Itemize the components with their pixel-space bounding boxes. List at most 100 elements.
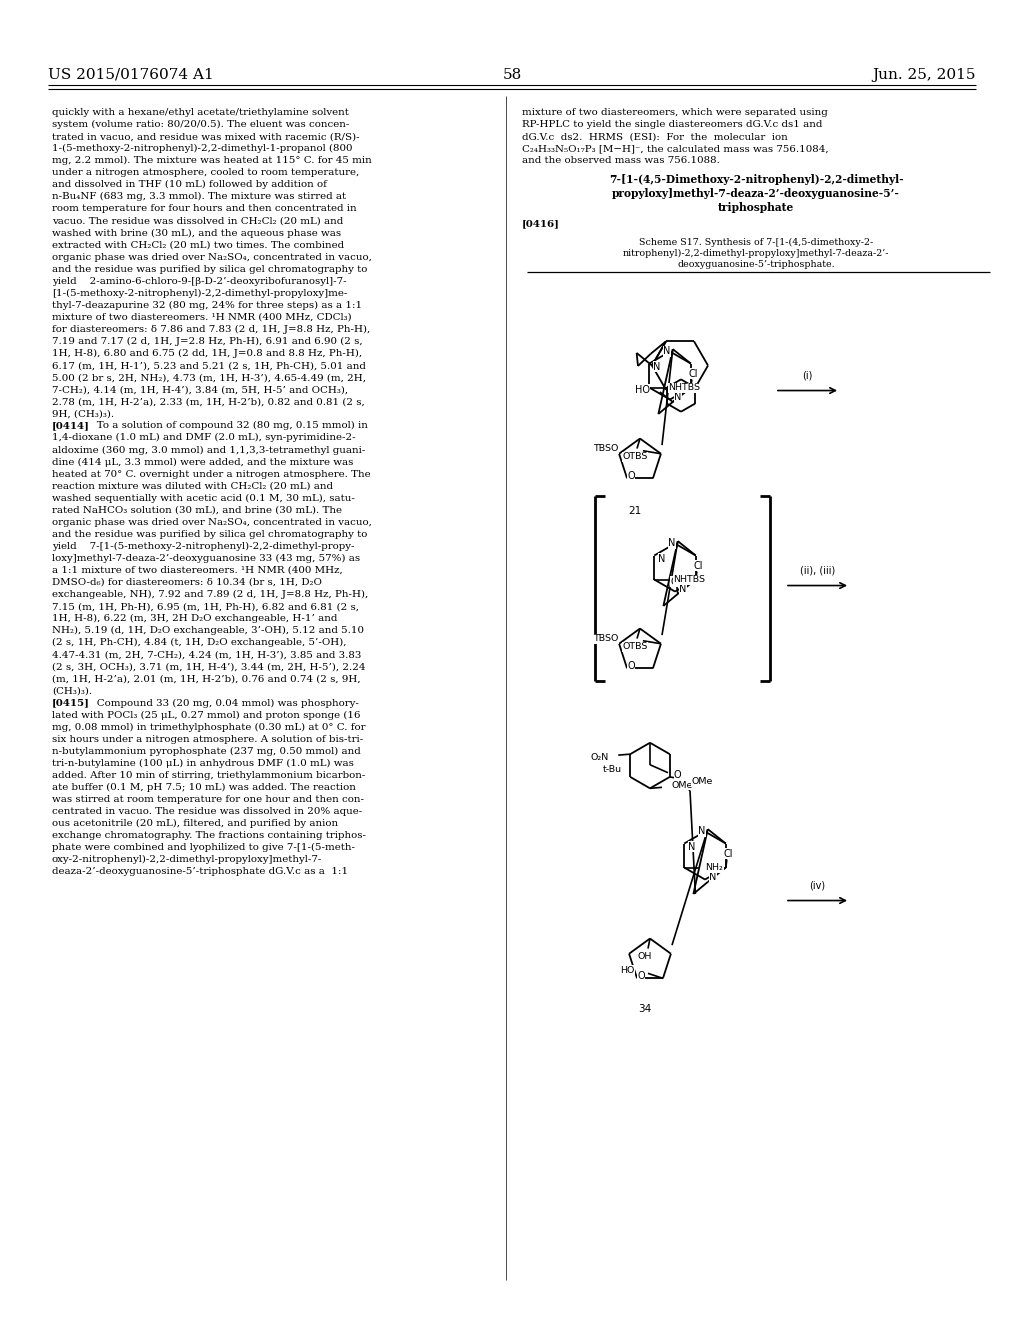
Text: 7-CH₂), 4.14 (m, 1H, H-4’), 3.84 (m, 5H, H-5’ and OCH₃),: 7-CH₂), 4.14 (m, 1H, H-4’), 3.84 (m, 5H,…: [52, 385, 348, 395]
Text: quickly with a hexane/ethyl acetate/triethylamine solvent: quickly with a hexane/ethyl acetate/trie…: [52, 108, 349, 117]
Text: Cl: Cl: [693, 561, 702, 570]
Text: oxy-2-nitrophenyl)-2,2-dimethyl-propyloxy]methyl-7-: oxy-2-nitrophenyl)-2,2-dimethyl-propylox…: [52, 855, 323, 865]
Text: N: N: [664, 346, 671, 356]
Text: 1,4-dioxane (1.0 mL) and DMF (2.0 mL), syn-pyrimidine-2-: 1,4-dioxane (1.0 mL) and DMF (2.0 mL), s…: [52, 433, 355, 442]
Text: Jun. 25, 2015: Jun. 25, 2015: [872, 69, 976, 82]
Text: O: O: [628, 661, 635, 672]
Text: and the observed mass was 756.1088.: and the observed mass was 756.1088.: [522, 156, 720, 165]
Text: exchange chromatography. The fractions containing triphos-: exchange chromatography. The fractions c…: [52, 832, 366, 840]
Text: N: N: [669, 539, 676, 548]
Text: Cl: Cl: [670, 577, 680, 587]
Text: extracted with CH₂Cl₂ (20 mL) two times. The combined: extracted with CH₂Cl₂ (20 mL) two times.…: [52, 240, 344, 249]
Text: n-Bu₄NF (683 mg, 3.3 mmol). The mixture was stirred at: n-Bu₄NF (683 mg, 3.3 mmol). The mixture …: [52, 193, 346, 202]
Text: triphosphate: triphosphate: [718, 202, 795, 213]
Text: exchangeable, NH), 7.92 and 7.89 (2 d, 1H, J=8.8 Hz, Ph-H),: exchangeable, NH), 7.92 and 7.89 (2 d, 1…: [52, 590, 369, 599]
Text: OMe: OMe: [692, 777, 713, 787]
Text: yield    7-[1-(5-methoxy-2-nitrophenyl)-2,2-dimethyl-propy-: yield 7-[1-(5-methoxy-2-nitrophenyl)-2,2…: [52, 541, 354, 550]
Text: dG.V.c  ds2.  HRMS  (ESI):  For  the  molecular  ion: dG.V.c ds2. HRMS (ESI): For the molecula…: [522, 132, 787, 141]
Text: ate buffer (0.1 M, pH 7.5; 10 mL) was added. The reaction: ate buffer (0.1 M, pH 7.5; 10 mL) was ad…: [52, 783, 356, 792]
Text: HO: HO: [635, 385, 650, 395]
Text: (CH₃)₃).: (CH₃)₃).: [52, 686, 92, 696]
Text: US 2015/0176074 A1: US 2015/0176074 A1: [48, 69, 214, 82]
Text: Scheme S17. Synthesis of 7-[1-(4,5-dimethoxy-2-: Scheme S17. Synthesis of 7-[1-(4,5-dimet…: [639, 238, 873, 247]
Text: for diastereomers: δ 7.86 and 7.83 (2 d, 1H, J=8.8 Hz, Ph-H),: for diastereomers: δ 7.86 and 7.83 (2 d,…: [52, 325, 371, 334]
Text: To a solution of compound 32 (80 mg, 0.15 mmol) in: To a solution of compound 32 (80 mg, 0.1…: [87, 421, 368, 430]
Text: thyl-7-deazapurine 32 (80 mg, 24% for three steps) as a 1:1: thyl-7-deazapurine 32 (80 mg, 24% for th…: [52, 301, 362, 310]
Text: O₂N: O₂N: [590, 752, 608, 762]
Text: deaza-2’-deoxyguanosine-5’-triphosphate dG.V.c as a  1:1: deaza-2’-deoxyguanosine-5’-triphosphate …: [52, 867, 348, 876]
Text: 34: 34: [638, 1003, 651, 1014]
Text: [0416]: [0416]: [522, 219, 560, 228]
Text: under a nitrogen atmosphere, cooled to room temperature,: under a nitrogen atmosphere, cooled to r…: [52, 168, 359, 177]
Text: 5.00 (2 br s, 2H, NH₂), 4.73 (m, 1H, H-3’), 4.65-4.49 (m, 2H,: 5.00 (2 br s, 2H, NH₂), 4.73 (m, 1H, H-3…: [52, 374, 366, 381]
Text: OMe: OMe: [672, 781, 693, 789]
Text: O: O: [628, 471, 635, 482]
Text: organic phase was dried over Na₂SO₄, concentrated in vacuo,: organic phase was dried over Na₂SO₄, con…: [52, 252, 372, 261]
Text: 21: 21: [629, 506, 642, 516]
Text: O: O: [637, 972, 645, 981]
Text: trated in vacuo, and residue was mixed with racemic (R/S)-: trated in vacuo, and residue was mixed w…: [52, 132, 359, 141]
Text: t-Bu: t-Bu: [603, 766, 622, 775]
Text: RP-HPLC to yield the single diastereomers dG.V.c ds1 and: RP-HPLC to yield the single diastereomer…: [522, 120, 822, 129]
Text: 2.78 (m, 1H, H-2’a), 2.33 (m, 1H, H-2’b), 0.82 and 0.81 (2 s,: 2.78 (m, 1H, H-2’a), 2.33 (m, 1H, H-2’b)…: [52, 397, 365, 407]
Text: rated NaHCO₃ solution (30 mL), and brine (30 mL). The: rated NaHCO₃ solution (30 mL), and brine…: [52, 506, 342, 515]
Text: washed sequentially with acetic acid (0.1 M, 30 mL), satu-: washed sequentially with acetic acid (0.…: [52, 494, 355, 503]
Text: deoxyguanosine-5’-triphosphate.: deoxyguanosine-5’-triphosphate.: [677, 260, 835, 268]
Text: OTBS: OTBS: [623, 451, 648, 461]
Text: (iv): (iv): [809, 880, 825, 891]
Text: TBSO: TBSO: [594, 634, 618, 643]
Text: nitrophenyl)-2,2-dimethyl-propyloxy]methyl-7-deaza-2’-: nitrophenyl)-2,2-dimethyl-propyloxy]meth…: [623, 248, 889, 257]
Text: 58: 58: [503, 69, 521, 82]
Text: N: N: [679, 583, 686, 594]
Text: vacuo. The residue was dissolved in CH₂Cl₂ (20 mL) and: vacuo. The residue was dissolved in CH₂C…: [52, 216, 343, 226]
Text: 9H, (CH₃)₃).: 9H, (CH₃)₃).: [52, 409, 114, 418]
Text: 7.15 (m, 1H, Ph-H), 6.95 (m, 1H, Ph-H), 6.82 and 6.81 (2 s,: 7.15 (m, 1H, Ph-H), 6.95 (m, 1H, Ph-H), …: [52, 602, 359, 611]
Text: C₂₄H₃₃N₅O₁₇P₃ [M−H]⁻, the calculated mass was 756.1084,: C₂₄H₃₃N₅O₁₇P₃ [M−H]⁻, the calculated mas…: [522, 144, 828, 153]
Text: (2 s, 1H, Ph-CH), 4.84 (t, 1H, D₂O exchangeable, 5’-OH),: (2 s, 1H, Ph-CH), 4.84 (t, 1H, D₂O excha…: [52, 638, 346, 647]
Text: N: N: [658, 553, 666, 564]
Text: NHTBS: NHTBS: [673, 576, 706, 583]
Text: aldoxime (360 mg, 3.0 mmol) and 1,1,3,3-tetramethyl guani-: aldoxime (360 mg, 3.0 mmol) and 1,1,3,3-…: [52, 445, 366, 454]
Text: propyloxy]methyl-7-deaza-2’-deoxyguanosine-5’-: propyloxy]methyl-7-deaza-2’-deoxyguanosi…: [612, 189, 900, 199]
Text: added. After 10 min of stirring, triethylammonium bicarbon-: added. After 10 min of stirring, triethy…: [52, 771, 366, 780]
Text: 1H, H-8), 6.80 and 6.75 (2 dd, 1H, J=0.8 and 8.8 Hz, Ph-H),: 1H, H-8), 6.80 and 6.75 (2 dd, 1H, J=0.8…: [52, 348, 362, 358]
Text: 7-[1-(4,5-Dimethoxy-2-nitrophenyl)-2,2-dimethyl-: 7-[1-(4,5-Dimethoxy-2-nitrophenyl)-2,2-d…: [608, 174, 903, 185]
Text: (m, 1H, H-2’a), 2.01 (m, 1H, H-2’b), 0.76 and 0.74 (2 s, 9H,: (m, 1H, H-2’a), 2.01 (m, 1H, H-2’b), 0.7…: [52, 675, 360, 684]
Text: Cl: Cl: [688, 368, 697, 379]
Text: organic phase was dried over Na₂SO₄, concentrated in vacuo,: organic phase was dried over Na₂SO₄, con…: [52, 517, 372, 527]
Text: TBSO: TBSO: [594, 445, 618, 453]
Text: system (volume ratio: 80/20/0.5). The eluent was concen-: system (volume ratio: 80/20/0.5). The el…: [52, 120, 349, 129]
Text: N: N: [709, 871, 717, 882]
Text: tri-n-butylamine (100 μL) in anhydrous DMF (1.0 mL) was: tri-n-butylamine (100 μL) in anhydrous D…: [52, 759, 354, 768]
Text: (2 s, 3H, OCH₃), 3.71 (m, 1H, H-4’), 3.44 (m, 2H, H-5’), 2.24: (2 s, 3H, OCH₃), 3.71 (m, 1H, H-4’), 3.4…: [52, 663, 366, 672]
Text: (ii), (iii): (ii), (iii): [800, 565, 836, 576]
Text: reaction mixture was diluted with CH₂Cl₂ (20 mL) and: reaction mixture was diluted with CH₂Cl₂…: [52, 482, 333, 491]
Text: (i): (i): [803, 371, 813, 380]
Text: ous acetonitrile (20 mL), filtered, and purified by anion: ous acetonitrile (20 mL), filtered, and …: [52, 818, 338, 828]
Text: N: N: [674, 392, 681, 401]
Text: OTBS: OTBS: [623, 642, 648, 651]
Text: and the residue was purified by silica gel chromatography to: and the residue was purified by silica g…: [52, 264, 368, 273]
Text: and the residue was purified by silica gel chromatography to: and the residue was purified by silica g…: [52, 529, 368, 539]
Text: [1-(5-methoxy-2-nitrophenyl)-2,2-dimethyl-propyloxy]me-: [1-(5-methoxy-2-nitrophenyl)-2,2-dimethy…: [52, 289, 347, 298]
Text: centrated in vacuo. The residue was dissolved in 20% aque-: centrated in vacuo. The residue was diss…: [52, 807, 362, 816]
Text: NHTBS: NHTBS: [669, 383, 700, 392]
Text: mg, 2.2 mmol). The mixture was heated at 115° C. for 45 min: mg, 2.2 mmol). The mixture was heated at…: [52, 156, 372, 165]
Text: yield    2-amino-6-chloro-9-[β-D-2’-deoxyribofuranosyl]-7-: yield 2-amino-6-chloro-9-[β-D-2’-deoxyri…: [52, 277, 347, 285]
Text: 1H, H-8), 6.22 (m, 3H, 2H D₂O exchangeable, H-1’ and: 1H, H-8), 6.22 (m, 3H, 2H D₂O exchangeab…: [52, 614, 337, 623]
Text: N: N: [653, 362, 660, 371]
Text: Cl: Cl: [723, 849, 732, 858]
Text: n-butylammonium pyrophosphate (237 mg, 0.50 mmol) and: n-butylammonium pyrophosphate (237 mg, 0…: [52, 747, 360, 756]
Text: N: N: [698, 826, 706, 836]
Text: and dissolved in THF (10 mL) followed by addition of: and dissolved in THF (10 mL) followed by…: [52, 181, 327, 190]
Text: loxy]methyl-7-deaza-2’-deoxyguanosine 33 (43 mg, 57%) as: loxy]methyl-7-deaza-2’-deoxyguanosine 33…: [52, 554, 360, 562]
Text: dine (414 μL, 3.3 mmol) were added, and the mixture was: dine (414 μL, 3.3 mmol) were added, and …: [52, 458, 353, 466]
Text: mixture of two diastereomers. ¹H NMR (400 MHz, CDCl₃): mixture of two diastereomers. ¹H NMR (40…: [52, 313, 351, 322]
Text: phate were combined and lyophilized to give 7-[1-(5-meth-: phate were combined and lyophilized to g…: [52, 843, 355, 853]
Text: 6.17 (m, 1H, H-1’), 5.23 and 5.21 (2 s, 1H, Ph-CH), 5.01 and: 6.17 (m, 1H, H-1’), 5.23 and 5.21 (2 s, …: [52, 362, 366, 370]
Text: HO: HO: [621, 966, 635, 975]
Text: a 1:1 mixture of two diastereomers. ¹H NMR (400 MHz,: a 1:1 mixture of two diastereomers. ¹H N…: [52, 566, 343, 576]
Text: mixture of two diastereomers, which were separated using: mixture of two diastereomers, which were…: [522, 108, 827, 117]
Text: [0414]: [0414]: [52, 421, 90, 430]
Text: washed with brine (30 mL), and the aqueous phase was: washed with brine (30 mL), and the aqueo…: [52, 228, 341, 238]
